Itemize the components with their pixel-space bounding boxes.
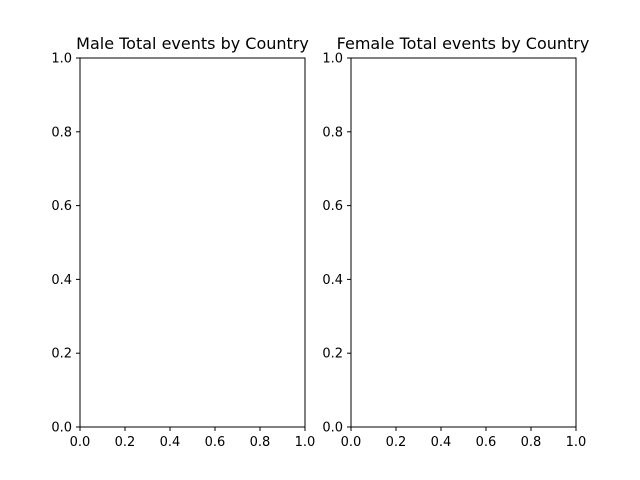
male-x-tick-label: 0.4 bbox=[160, 435, 181, 450]
male-chart-title: Male Total events by Country bbox=[76, 34, 309, 53]
female-x-axis: 0.0 0.2 0.4 0.6 0.8 1.0 bbox=[341, 427, 587, 450]
male-y-tick-label: 0.2 bbox=[51, 347, 72, 362]
female-chart-title: Female Total events by Country bbox=[337, 34, 590, 53]
female-x-tick-label: 1.0 bbox=[566, 435, 587, 450]
female-x-tick-label: 0.4 bbox=[431, 435, 452, 450]
female-y-tick-label: 0.0 bbox=[322, 421, 343, 436]
male-x-tick-label: 0.0 bbox=[70, 435, 91, 450]
female-panel: Female Total events by Country 0.0 0.2 0.4… bbox=[322, 34, 589, 450]
male-x-tick-label: 0.8 bbox=[250, 435, 271, 450]
male-x-axis: 0.0 0.2 0.4 0.6 0.8 1.0 bbox=[70, 427, 316, 450]
female-y-tick-label: 1.0 bbox=[322, 52, 343, 67]
female-y-axis: 0.0 0.2 0.4 0.6 0.8 1.0 bbox=[322, 52, 351, 436]
female-x-tick-label: 0.8 bbox=[521, 435, 542, 450]
female-y-tick-label: 0.8 bbox=[322, 125, 343, 140]
male-y-tick-label: 0.4 bbox=[51, 273, 72, 288]
female-x-tick-label: 0.6 bbox=[476, 435, 497, 450]
male-x-tick-label: 0.2 bbox=[115, 435, 136, 450]
male-y-tick-label: 1.0 bbox=[51, 52, 72, 67]
male-y-tick-label: 0.8 bbox=[51, 125, 72, 140]
male-x-tick-label: 0.6 bbox=[205, 435, 226, 450]
female-y-tick-label: 0.2 bbox=[322, 347, 343, 362]
female-y-tick-label: 0.6 bbox=[322, 199, 343, 214]
female-x-tick-label: 0.0 bbox=[341, 435, 362, 450]
female-plot-area bbox=[350, 57, 577, 428]
male-x-tick-label: 1.0 bbox=[295, 435, 316, 450]
female-x-tick-label: 0.2 bbox=[386, 435, 407, 450]
female-y-tick-label: 0.4 bbox=[322, 273, 343, 288]
male-y-tick-label: 0.6 bbox=[51, 199, 72, 214]
male-plot-area bbox=[79, 57, 306, 428]
male-y-axis: 0.0 0.2 0.4 0.6 0.8 1.0 bbox=[51, 52, 80, 436]
male-panel: Male Total events by Country 0.0 0.2 0.4 0.… bbox=[51, 34, 315, 450]
male-y-tick-label: 0.0 bbox=[51, 421, 72, 436]
